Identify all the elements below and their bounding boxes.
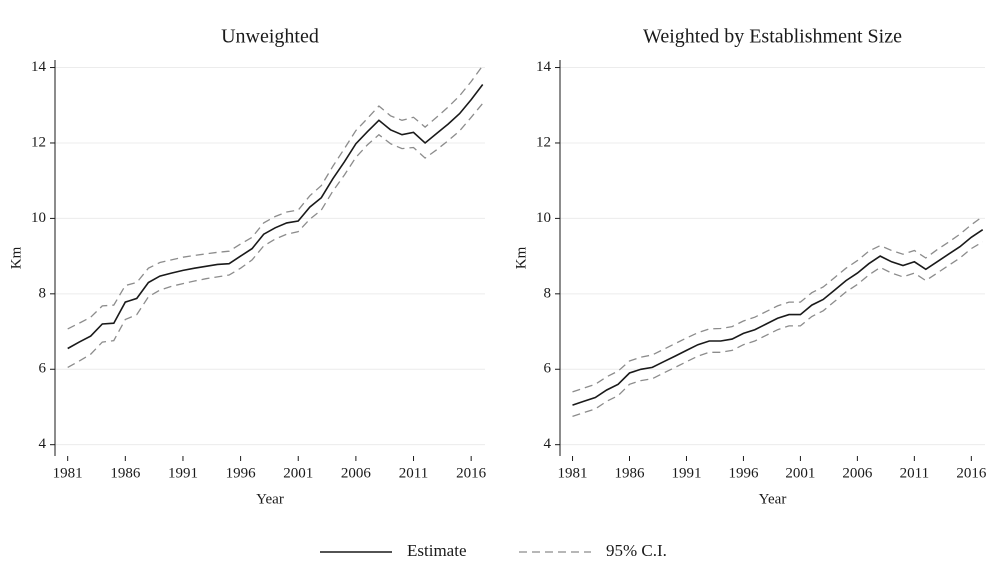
y-tick-label: 14 <box>536 59 552 75</box>
legend-label: 95% C.I. <box>606 541 667 560</box>
y-tick-label: 10 <box>536 210 551 226</box>
x-tick-label: 2016 <box>956 465 987 481</box>
y-axis-label: Km <box>8 246 24 269</box>
x-tick-label: 1986 <box>110 465 141 481</box>
x-tick-label: 1991 <box>168 465 198 481</box>
x-tick-label: 2011 <box>900 465 929 481</box>
y-tick-label: 12 <box>31 134 46 150</box>
x-tick-label: 1981 <box>558 465 588 481</box>
x-tick-label: 2016 <box>456 465 487 481</box>
ci-line <box>572 215 984 393</box>
x-tick-label: 1986 <box>615 465 646 481</box>
y-tick-label: 8 <box>544 285 552 301</box>
y-tick-label: 8 <box>39 285 47 301</box>
ci-line <box>67 102 484 368</box>
x-tick-label: 2001 <box>283 465 313 481</box>
x-tick-label: 2001 <box>785 465 815 481</box>
y-tick-label: 4 <box>544 436 552 452</box>
x-tick-label: 2006 <box>341 465 372 481</box>
x-tick-label: 1996 <box>728 465 759 481</box>
estimate-line <box>572 229 984 406</box>
x-tick-label: 2011 <box>399 465 428 481</box>
x-tick-label: 2006 <box>842 465 873 481</box>
y-tick-label: 14 <box>31 59 47 75</box>
x-tick-label: 1991 <box>671 465 701 481</box>
y-tick-label: 6 <box>39 361 47 377</box>
x-tick-label: 1996 <box>226 465 257 481</box>
chart-title: Weighted by Establishment Size <box>643 26 902 48</box>
ci-line <box>67 65 484 330</box>
x-axis-label: Year <box>759 491 787 507</box>
estimate-line <box>67 84 484 350</box>
x-axis-label: Year <box>256 491 284 507</box>
chart-title: Unweighted <box>221 26 319 48</box>
y-tick-label: 4 <box>39 436 47 452</box>
x-tick-label: 1981 <box>53 465 83 481</box>
legend-label: Estimate <box>407 541 466 560</box>
ci-line <box>572 241 984 418</box>
y-tick-label: 10 <box>31 210 46 226</box>
y-tick-label: 6 <box>544 361 552 377</box>
y-tick-label: 12 <box>536 134 551 150</box>
y-axis-label: Km <box>513 246 529 269</box>
